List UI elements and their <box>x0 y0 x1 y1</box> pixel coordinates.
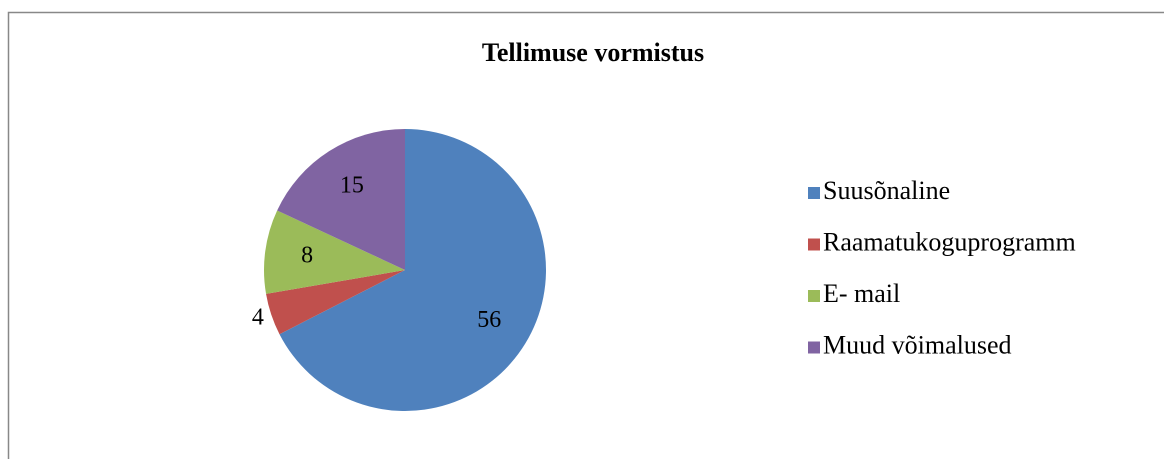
data-label: 56 <box>477 307 501 333</box>
data-label: 8 <box>301 242 313 268</box>
legend-swatch <box>808 238 820 251</box>
data-label: 15 <box>340 172 364 198</box>
legend-label: Suusõnaline <box>823 176 950 205</box>
legend-label: Muud võimalused <box>823 330 1012 359</box>
legend-label: Raamatukoguprogramm <box>823 227 1076 256</box>
legend-swatch <box>808 341 820 354</box>
pie-slice <box>277 129 405 270</box>
pie-slice <box>279 129 546 412</box>
legend-label: E- mail <box>823 279 900 308</box>
pie-slice <box>266 270 405 335</box>
legend-swatch <box>808 187 820 199</box>
pie-slice <box>264 210 405 294</box>
chart-frame <box>7 11 1164 459</box>
data-label: 4 <box>252 305 264 331</box>
chart-title: Tellimuse vormistus <box>482 38 704 67</box>
legend-swatch <box>808 290 820 302</box>
